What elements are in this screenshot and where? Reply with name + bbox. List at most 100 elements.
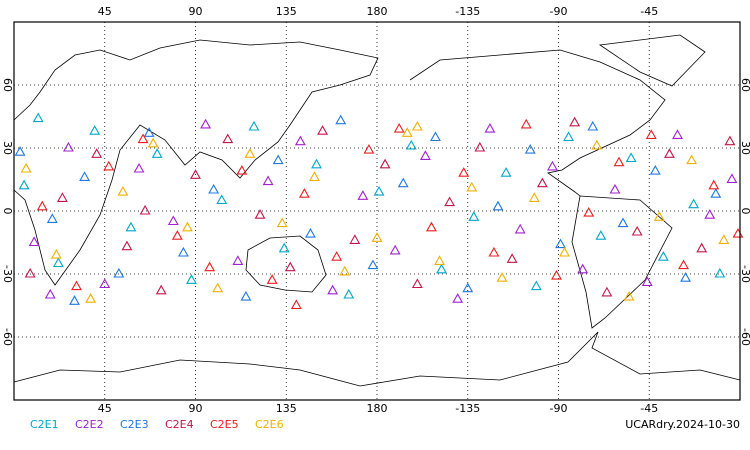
triangle-marker bbox=[680, 272, 691, 282]
triangle-marker bbox=[50, 248, 62, 259]
triangle-marker bbox=[343, 288, 355, 299]
triangle-marker bbox=[311, 158, 322, 169]
triangle-marker bbox=[262, 175, 274, 186]
triangle-marker bbox=[349, 234, 361, 244]
triangle-marker bbox=[452, 293, 464, 303]
triangle-marker bbox=[46, 213, 58, 223]
triangle-marker bbox=[663, 148, 675, 158]
triangle-marker bbox=[672, 129, 683, 139]
triangle-marker bbox=[411, 120, 423, 131]
y-tick-label-left: -60 bbox=[1, 328, 14, 346]
triangle-marker bbox=[555, 238, 566, 249]
triangle-marker bbox=[468, 211, 480, 221]
x-tick-label-top: 180 bbox=[367, 5, 388, 18]
triangle-marker bbox=[718, 234, 730, 244]
triangle-marker bbox=[559, 246, 570, 257]
triangle-marker bbox=[678, 259, 689, 270]
triangle-marker bbox=[492, 200, 504, 211]
triangle-marker bbox=[389, 244, 401, 255]
triangle-marker bbox=[496, 272, 508, 282]
triangle-marker bbox=[151, 148, 163, 158]
triangle-marker bbox=[18, 179, 30, 190]
triangle-marker bbox=[649, 164, 661, 175]
triangle-marker bbox=[657, 251, 669, 261]
triangle-marker bbox=[113, 267, 125, 278]
x-tick-label-top: -135 bbox=[455, 5, 480, 18]
x-tick-label-top: -90 bbox=[550, 5, 568, 18]
triangle-marker bbox=[696, 242, 708, 253]
triangle-marker bbox=[121, 240, 133, 251]
triangle-marker bbox=[335, 114, 347, 125]
legend-entry: C2E4 bbox=[165, 418, 194, 431]
triangle-marker bbox=[305, 227, 316, 238]
triangle-marker bbox=[44, 288, 56, 299]
triangle-marker bbox=[653, 211, 665, 221]
legend-entry: C2E1 bbox=[30, 418, 59, 431]
triangle-marker bbox=[20, 162, 32, 173]
triangle-marker bbox=[52, 257, 64, 268]
triangle-marker bbox=[133, 162, 145, 173]
triangle-marker bbox=[528, 192, 540, 202]
y-tick-label-right: 60 bbox=[739, 78, 750, 92]
triangle-marker bbox=[405, 139, 417, 150]
triangle-marker bbox=[91, 148, 103, 158]
north-america bbox=[409, 49, 666, 197]
triangle-marker bbox=[641, 276, 653, 286]
coastlines bbox=[13, 34, 741, 387]
x-tick-label-bottom: 180 bbox=[367, 402, 388, 415]
x-tick-label-top: 45 bbox=[98, 5, 112, 18]
triangle-marker bbox=[236, 164, 248, 175]
triangle-marker bbox=[222, 133, 234, 144]
triangle-marker bbox=[244, 148, 256, 158]
triangle-marker bbox=[530, 280, 542, 291]
triangle-marker bbox=[125, 221, 137, 232]
triangle-marker bbox=[216, 194, 228, 205]
triangle-marker bbox=[430, 131, 441, 142]
triangle-marker bbox=[204, 261, 216, 272]
triangle-marker bbox=[89, 125, 101, 135]
triangle-marker bbox=[645, 129, 657, 139]
triangle-marker bbox=[688, 198, 700, 209]
legend-entry: C2E6 bbox=[255, 418, 284, 431]
triangle-marker bbox=[28, 236, 40, 247]
triangle-marker bbox=[99, 278, 111, 289]
triangle-marker bbox=[587, 120, 599, 131]
x-tick-label-bottom: -135 bbox=[455, 402, 480, 415]
triangle-marker bbox=[710, 188, 722, 198]
triangle-marker bbox=[177, 246, 189, 257]
triangle-marker bbox=[434, 255, 445, 265]
triangle-marker bbox=[167, 215, 179, 226]
triangle-marker bbox=[69, 295, 80, 305]
triangle-marker bbox=[155, 284, 167, 295]
triangle-marker bbox=[290, 299, 302, 310]
triangle-marker bbox=[79, 171, 91, 181]
triangle-marker bbox=[309, 171, 320, 181]
legend-entry: C2E2 bbox=[75, 418, 104, 431]
triangle-marker bbox=[200, 118, 212, 129]
triangle-marker bbox=[577, 263, 589, 274]
x-tick-label-top: 135 bbox=[276, 5, 297, 18]
australia bbox=[245, 235, 327, 293]
y-tick-label-right: -30 bbox=[739, 265, 750, 283]
triangle-marker bbox=[401, 127, 413, 137]
triangle-marker bbox=[147, 137, 159, 148]
triangle-marker bbox=[36, 200, 48, 211]
triangle-marker bbox=[298, 188, 310, 198]
grid bbox=[14, 22, 740, 400]
triangle-marker bbox=[254, 209, 266, 219]
triangle-marker bbox=[181, 221, 193, 232]
x-tick-label-bottom: -90 bbox=[550, 402, 568, 415]
triangle-marker bbox=[171, 230, 183, 240]
triangle-marker bbox=[284, 261, 296, 272]
annotation: UCARdry.2024-10-30 bbox=[625, 418, 740, 431]
triangle-marker bbox=[373, 185, 385, 196]
triangle-marker bbox=[143, 127, 155, 137]
y-tick-label-right: 0 bbox=[739, 208, 750, 215]
triangle-marker bbox=[500, 167, 512, 177]
triangle-marker bbox=[625, 152, 637, 163]
x-tick-label-top: 90 bbox=[189, 5, 203, 18]
x-tick-label-bottom: 135 bbox=[276, 402, 297, 415]
greenland bbox=[598, 34, 706, 87]
y-tick-label-left: 30 bbox=[1, 141, 14, 155]
